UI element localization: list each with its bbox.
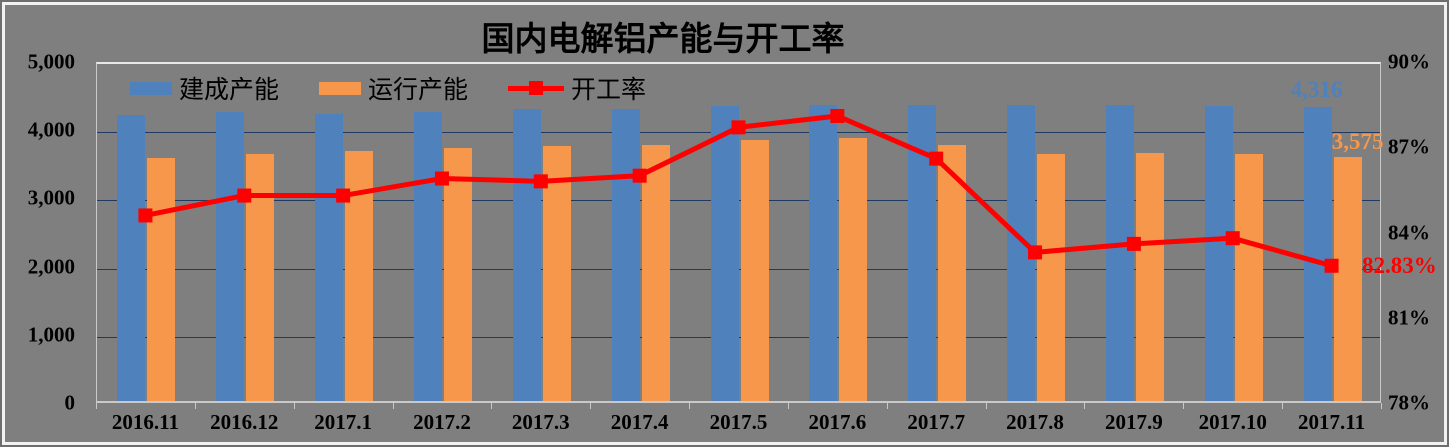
legend-item-operating-rate: 开工率 bbox=[508, 70, 646, 106]
bar-built-capacity bbox=[710, 106, 739, 401]
bar-running-capacity bbox=[147, 158, 176, 401]
bar-built-capacity bbox=[1204, 106, 1233, 401]
y-left-tick-label: 5,000 bbox=[27, 49, 75, 74]
running-capacity-swatch-icon bbox=[319, 81, 362, 95]
bar-running-capacity bbox=[443, 147, 472, 401]
bar-running-capacity bbox=[938, 145, 967, 401]
bar-running-capacity bbox=[641, 145, 670, 401]
gridline bbox=[97, 132, 1380, 134]
x-tick-label: 2017.1 bbox=[314, 410, 372, 434]
x-tick-label: 2017.11 bbox=[1298, 410, 1366, 434]
legend-item-built-capacity: 建成产能 bbox=[130, 70, 279, 106]
x-axis-tick bbox=[392, 403, 394, 409]
bar-running-capacity bbox=[1234, 153, 1263, 401]
data-label-running-capacity: 3,575 bbox=[1331, 129, 1384, 155]
bar-running-capacity bbox=[839, 138, 868, 401]
x-tick-label: 2017.5 bbox=[709, 410, 768, 434]
bar-built-capacity bbox=[809, 105, 838, 401]
x-axis-tick bbox=[1282, 403, 1284, 409]
y-left-tick-label: 4,000 bbox=[27, 117, 75, 142]
bar-running-capacity bbox=[345, 151, 374, 401]
x-axis-tick bbox=[985, 403, 987, 409]
bar-built-capacity bbox=[315, 114, 344, 401]
bar-built-capacity bbox=[413, 111, 442, 401]
y-left-tick-label: 1,000 bbox=[27, 322, 75, 347]
x-tick-label: 2017.2 bbox=[413, 410, 471, 434]
bar-built-capacity bbox=[216, 112, 245, 401]
x-tick-label: 2017.10 bbox=[1198, 410, 1267, 434]
bar-built-capacity bbox=[1303, 106, 1332, 401]
bar-built-capacity bbox=[1105, 105, 1134, 401]
legend-label-running-capacity: 运行产能 bbox=[368, 76, 469, 104]
bar-running-capacity bbox=[1333, 157, 1362, 401]
gridline bbox=[97, 336, 1380, 338]
bar-built-capacity bbox=[908, 105, 937, 401]
chart-legend: 建成产能 运行产能 开工率 bbox=[130, 70, 686, 106]
x-axis-tick bbox=[491, 403, 493, 409]
bar-running-capacity bbox=[246, 153, 275, 401]
bar-built-capacity bbox=[512, 109, 541, 401]
chart-title: 国内电解铝产能与开工率 bbox=[481, 20, 845, 57]
x-axis-tick bbox=[1183, 403, 1185, 409]
bar-running-capacity bbox=[542, 145, 571, 401]
legend-label-built-capacity: 建成产能 bbox=[179, 76, 280, 104]
x-axis-tick bbox=[194, 403, 196, 409]
y-right-tick-label: 81% bbox=[1388, 305, 1430, 330]
bar-running-capacity bbox=[1037, 154, 1066, 401]
x-tick-label: 2017.3 bbox=[511, 410, 570, 434]
x-tick-label: 2017.4 bbox=[610, 410, 669, 434]
y-right-tick-label: 78% bbox=[1388, 390, 1430, 415]
data-label-built-capacity: 4,316 bbox=[1290, 76, 1343, 102]
x-axis-tick bbox=[886, 403, 888, 409]
legend-item-running-capacity: 运行产能 bbox=[319, 70, 468, 106]
x-tick-label: 2017.7 bbox=[907, 410, 966, 434]
x-tick-label: 2017.9 bbox=[1105, 410, 1163, 434]
x-axis-tick bbox=[1381, 403, 1382, 409]
x-axis-tick bbox=[590, 403, 592, 409]
bar-running-capacity bbox=[740, 140, 769, 401]
data-label-operating-rate: 82.83% bbox=[1362, 252, 1437, 278]
x-tick-label: 2017.6 bbox=[808, 410, 867, 434]
y-left-tick-label: 0 bbox=[64, 390, 76, 415]
operating-rate-line-icon bbox=[508, 81, 565, 95]
plot-area bbox=[96, 62, 1381, 403]
y-right-tick-label: 84% bbox=[1388, 220, 1430, 244]
y-right-tick-label: 87% bbox=[1388, 134, 1430, 159]
operating-rate-marker-icon bbox=[529, 81, 544, 95]
x-axis-tick bbox=[787, 403, 789, 409]
x-tick-label: 2016.12 bbox=[210, 410, 279, 434]
y-right-tick-label: 90% bbox=[1388, 49, 1430, 74]
gridline bbox=[97, 200, 1380, 202]
x-axis-tick bbox=[293, 403, 295, 409]
x-tick-label: 2016.11 bbox=[111, 410, 179, 434]
y-left-tick-label: 2,000 bbox=[27, 254, 75, 279]
bar-running-capacity bbox=[1135, 153, 1164, 401]
y-left-tick-label: 3,000 bbox=[27, 185, 75, 210]
bar-built-capacity bbox=[117, 114, 146, 401]
legend-label-operating-rate: 开工率 bbox=[571, 76, 647, 104]
x-axis-tick bbox=[1084, 403, 1086, 409]
x-axis-tick bbox=[96, 403, 97, 409]
x-tick-label: 2017.8 bbox=[1006, 410, 1064, 434]
bar-built-capacity bbox=[611, 109, 640, 401]
x-axis-tick bbox=[689, 403, 691, 409]
bar-built-capacity bbox=[1007, 105, 1036, 401]
built-capacity-swatch-icon bbox=[130, 81, 172, 95]
gridline bbox=[97, 268, 1380, 270]
